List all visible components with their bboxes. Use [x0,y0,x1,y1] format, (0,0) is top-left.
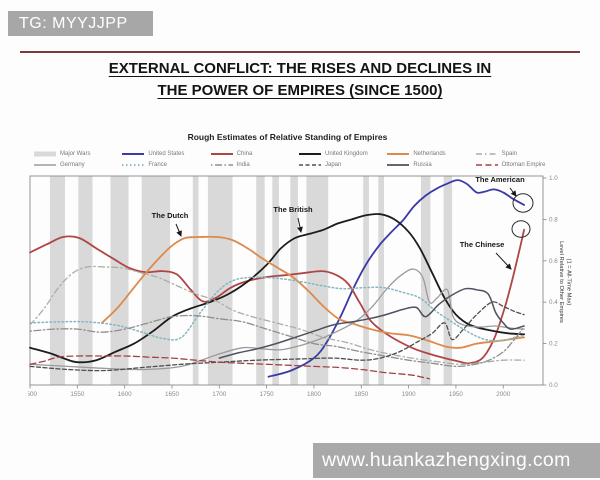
x-tick-label: 1850 [354,391,369,398]
x-tick-label: 1950 [449,391,464,398]
legend-line-sample-germany [34,163,56,166]
y-tick-label: 0.4 [549,299,558,306]
x-tick-label: 1750 [260,391,275,398]
annotation-label: The American [475,175,525,184]
legend-line-sample-india [210,163,233,166]
legend-line-sample-russia [387,163,410,166]
legend-label-china: China [236,150,253,157]
legend-line-sample-china [210,152,233,155]
legend-item-united-kingdom: United Kingdom [298,148,386,159]
major-war-band [256,176,265,385]
y-tick-label: 0.6 [549,258,558,265]
series-united-states [267,179,525,378]
plot-frame [29,175,544,386]
page-title-line2: THE POWER OF EMPIRES (SINCE 1500) [157,82,443,99]
legend-label-ottoman-empire: Ottoman Empire [501,161,546,168]
series-ottoman-empire [29,355,431,380]
legend-label-united-kingdom: United Kingdom [325,150,368,157]
legend-line-sample-japan [299,163,321,166]
major-war-band [443,176,453,385]
major-war-band [192,176,199,385]
annotation-arrow [509,187,517,197]
x-tick-label: 2000 [496,391,511,398]
major-war-band [207,176,233,385]
y-axis-label-line1: Level Relative to Other Empires [558,241,564,323]
legend-line-sample-france [122,163,145,166]
annotation-label: The Chinese [460,240,505,249]
legend-label-germany: Germany [60,161,85,168]
legend-item-major-wars: Major Wars [33,148,121,159]
legend-line-sample-spain [475,152,498,155]
legend-item-france: France [121,159,209,170]
major-war-band [110,176,129,385]
tg-watermark-banner: TG: MYYJJPP [8,11,153,36]
legend-label-russia: Russia [413,161,432,168]
major-war-band [49,176,65,385]
annotation-circle [511,220,531,238]
legend-label-japan: Japan [325,161,342,168]
annotation-arrow [495,252,512,270]
legend-label-major-wars: Major Wars [60,150,91,157]
annotation-arrow [175,223,182,237]
page-title-line1: EXTERNAL CONFLICT: THE RISES AND DECLINE… [108,60,492,77]
major-war-band [378,176,384,385]
legend-line-sample-netherlands [387,152,410,155]
series-netherlands [101,235,525,349]
major-war-band [272,176,279,385]
legend-item-ottoman-empire: Ottoman Empire [475,159,563,170]
legend-item-india: India [210,159,298,170]
legend-item-china: China [210,148,298,159]
legend-label-india: India [236,161,250,168]
legend-item-russia: Russia [386,159,474,170]
y-tick-label: 0.8 [549,216,558,223]
page-title: EXTERNAL CONFLICT: THE RISES AND DECLINE… [0,58,600,102]
major-war-band [420,176,431,385]
y-tick-label: 0.2 [549,341,558,348]
annotation-label: The Dutch [152,211,189,220]
y-tick-label: 1.0 [549,175,558,182]
series-spain [29,265,525,365]
legend-item-spain: Spain [475,148,563,159]
legend-line-sample-major-wars [34,151,56,156]
legend-item-united-states: United States [121,148,209,159]
legend-line-sample-united-kingdom [299,152,321,155]
divider-rule [20,51,580,53]
x-tick-label: 1900 [402,391,417,398]
x-tick-label: 1550 [70,391,85,398]
x-tick-label: 1700 [212,391,227,398]
x-tick-label: 1650 [165,391,180,398]
legend-label-spain: Spain [501,150,518,157]
annotation-label: The British [273,205,313,214]
series-japan [29,301,525,372]
legend-item-japan: Japan [298,159,386,170]
legend-item-netherlands: Netherlands [386,148,474,159]
series-india [29,314,525,368]
website-watermark-banner: www.huankazhengxing.com [313,443,600,478]
empires-line-chart: 1500 1550 1600 1650 1700 1750 1800 1850 1900 1950… [28,175,572,398]
series-united-kingdom [29,213,525,364]
legend-label-netherlands: Netherlands [413,150,446,157]
legend-line-sample-united-states [122,152,145,155]
series-russia [218,287,525,359]
legend-item-germany: Germany [33,159,121,170]
x-tick-label: 1800 [307,391,322,398]
major-war-band [78,176,93,385]
legend-row-1: Major Wars United States China United Kingd… [33,148,563,159]
x-tick-label: 1500 [28,391,37,398]
legend-row-2: Germany France India Japan Russia Ottoman Emp… [33,159,563,170]
legend-label-france: France [148,161,168,168]
legend-line-sample-ottoman-empire [475,163,498,166]
chart-legend: Major Wars United States China United Kingd… [33,148,563,170]
legend-label-united-states: United States [148,150,185,157]
series-france [29,276,525,342]
major-war-band [363,176,369,385]
y-axis-label-line2: (1 = All-Time Max) [566,259,572,306]
chart-title: Rough Estimates of Relative Standing of … [187,132,388,142]
annotation-arrow [297,217,303,233]
annotation-circle [512,193,534,213]
y-tick-label: 0.0 [549,382,558,389]
x-tick-label: 1600 [118,391,133,398]
